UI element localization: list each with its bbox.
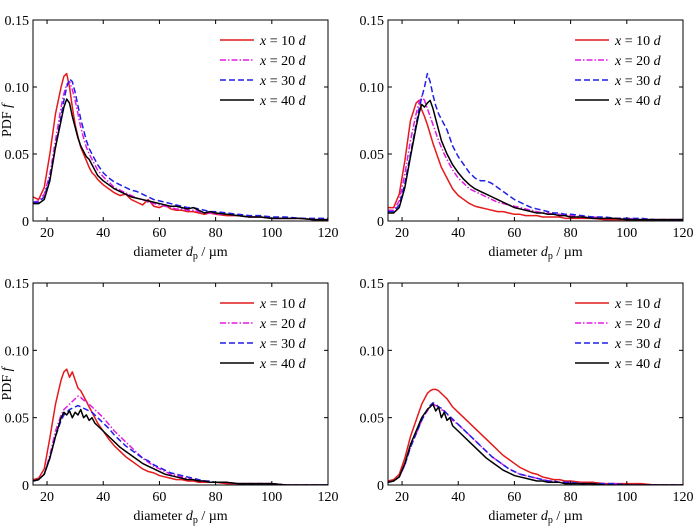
y-tick-label: 0.10: [5, 81, 30, 96]
x-tick-label: 100: [261, 490, 282, 505]
x-tick-label: 40: [451, 490, 465, 505]
x-axis-label: diameter dp / µm: [488, 509, 582, 526]
axes-box: [387, 19, 684, 222]
x-axis-label: diameter dp / µm: [133, 245, 227, 262]
y-tick-label: 0: [377, 479, 384, 494]
chart-panel-3: 20 40 60 80 100 120 0 0.05 0.10 0.15 diameter dp /…: [0, 277, 339, 526]
legend-label-20d: x = 20 d: [614, 54, 662, 69]
legend-label-10d: x = 10 d: [259, 34, 307, 49]
x-tick-label: 80: [209, 226, 223, 241]
y-tick-label: 0.05: [5, 412, 30, 427]
x-axis-label: diameter dp / µm: [133, 509, 227, 526]
legend: x = 10 d x = 20 d x = 30 d x = 40 d: [220, 34, 307, 109]
series-line-10d: [33, 368, 328, 485]
chart-panel-1: 20 40 60 80 100 120 0 0.05 0.10 0.15 diameter dp /…: [0, 14, 339, 262]
legend-label-30d: x = 30 d: [259, 74, 307, 89]
legend: x = 10 d x = 20 d x = 30 d x = 40 d: [220, 297, 307, 372]
series-line-30d: [33, 404, 328, 485]
series-line-40d: [388, 99, 683, 221]
series-line-30d: [388, 402, 683, 485]
x-tick-label: 80: [564, 226, 578, 241]
legend-label-40d: x = 40 d: [259, 357, 307, 372]
chart-panel-4: 20 40 60 80 100 120 0 0.05 0.10 0.15 diameter dp /…: [360, 277, 694, 526]
chart-panel-2: 20 40 60 80 100 120 0 0.05 0.10 0.15 diameter dp /…: [360, 14, 694, 262]
x-axis-label: diameter dp / µm: [488, 245, 582, 262]
series-line-40d: [33, 98, 328, 221]
x-tick-label: 100: [616, 490, 637, 505]
y-axis-label: PDF f: [0, 365, 15, 400]
series-line-30d: [388, 72, 683, 221]
y-tick-label: 0: [22, 215, 29, 230]
y-tick-label: 0.15: [5, 14, 30, 29]
x-tick-label: 60: [507, 226, 521, 241]
x-tick-label: 120: [673, 226, 694, 241]
x-tick-label: 100: [261, 226, 282, 241]
x-tick-label: 80: [564, 490, 578, 505]
x-tick-label: 120: [318, 226, 339, 241]
y-axis-label: PDF f: [0, 102, 15, 137]
legend-label-30d: x = 30 d: [614, 337, 662, 352]
y-tick-label: 0.10: [5, 344, 30, 359]
y-tick-label: 0: [377, 215, 384, 230]
x-tick-label: 120: [318, 490, 339, 505]
legend-label-30d: x = 30 d: [614, 74, 662, 89]
series-line-20d: [33, 395, 328, 485]
series-line-10d: [388, 99, 683, 221]
x-tick-label: 100: [616, 226, 637, 241]
axes-box: [32, 282, 329, 486]
y-tick-label: 0.15: [5, 277, 30, 292]
legend-label-20d: x = 20 d: [614, 317, 662, 332]
x-tick-label: 60: [152, 490, 166, 505]
legend: x = 10 d x = 20 d x = 30 d x = 40 d: [575, 297, 662, 372]
y-tick-label: 0.10: [360, 81, 385, 96]
series-line-40d: [388, 403, 683, 485]
x-tick-label: 20: [395, 226, 409, 241]
x-tick-label: 60: [507, 490, 521, 505]
y-tick-label: 0.05: [360, 412, 385, 427]
x-tick-label: 80: [209, 490, 223, 505]
x-tick-label: 60: [152, 226, 166, 241]
legend: x = 10 d x = 20 d x = 30 d x = 40 d: [575, 34, 662, 109]
x-tick-label: 40: [451, 226, 465, 241]
series-line-10d: [388, 388, 683, 485]
y-tick-label: 0.05: [5, 148, 30, 163]
x-tick-label: 40: [96, 226, 110, 241]
y-tick-label: 0.10: [360, 344, 385, 359]
series-line-40d: [33, 408, 328, 485]
legend-label-20d: x = 20 d: [259, 317, 307, 332]
x-tick-label: 20: [395, 490, 409, 505]
y-tick-label: 0.15: [360, 277, 385, 292]
x-tick-label: 20: [40, 490, 54, 505]
y-tick-label: 0.05: [360, 148, 385, 163]
legend-label-20d: x = 20 d: [259, 54, 307, 69]
x-tick-label: 120: [673, 490, 694, 505]
x-tick-label: 40: [96, 490, 110, 505]
legend-label-10d: x = 10 d: [614, 297, 662, 312]
y-tick-label: 0.15: [360, 14, 385, 29]
series-line-20d: [388, 403, 683, 485]
series-line-10d: [33, 72, 328, 221]
x-tick-label: 20: [40, 226, 54, 241]
legend-label-40d: x = 40 d: [614, 357, 662, 372]
legend-label-10d: x = 10 d: [614, 34, 662, 49]
legend-label-30d: x = 30 d: [259, 337, 307, 352]
y-tick-label: 0: [22, 479, 29, 494]
legend-label-40d: x = 40 d: [259, 94, 307, 109]
axes-box: [387, 282, 684, 486]
legend-label-10d: x = 10 d: [259, 297, 307, 312]
legend-label-40d: x = 40 d: [614, 94, 662, 109]
axes-box: [32, 19, 329, 222]
series-line-20d: [388, 95, 683, 221]
